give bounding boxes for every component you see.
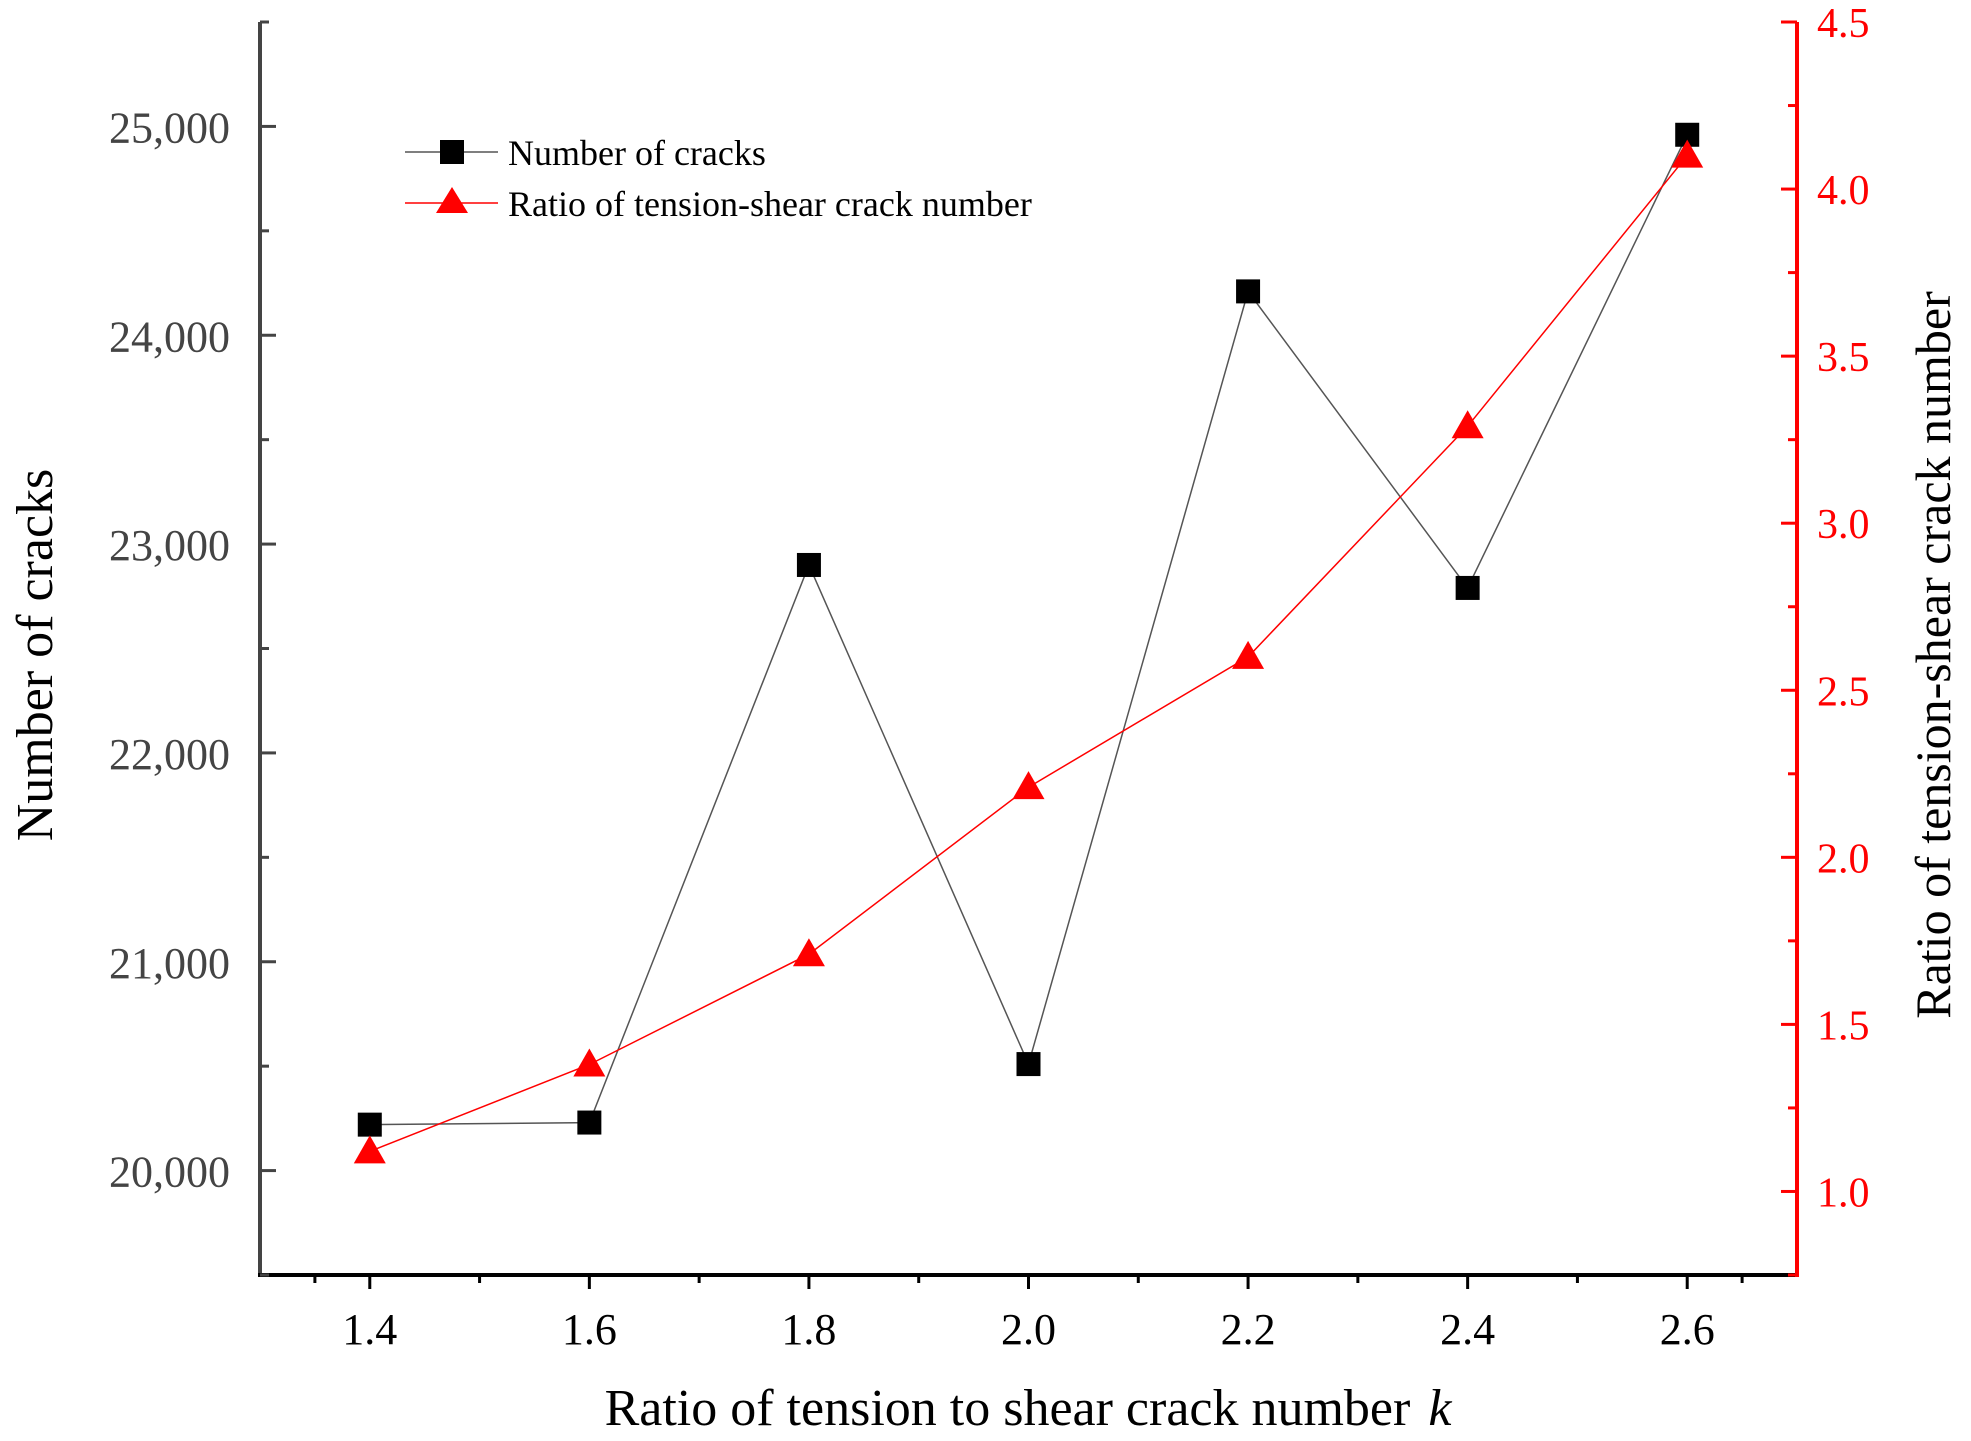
y2-tick-label: 1.5: [1817, 1003, 1870, 1049]
y2-tick-label: 2.0: [1817, 836, 1870, 882]
x-tick-label: 2.0: [1001, 1305, 1056, 1354]
y-tick-label: 22,000: [109, 730, 230, 779]
ratio-data-point: [1012, 771, 1045, 800]
ratio-data-point: [1232, 640, 1265, 669]
x-tick-label: 2.4: [1440, 1305, 1495, 1354]
series-lines: [369, 134, 1688, 1153]
ratio-data-point: [573, 1048, 606, 1077]
y2-tick-label: 3.5: [1817, 335, 1870, 381]
y2-axis-ticks: 1.0 1.5 2.0 2.5 3.0 3.5 4.0 4.5: [1781, 1, 1870, 1277]
x-axis-ticks: 1.4 1.6 1.8 2.0 2.2 2.4 2.6: [313, 1275, 1744, 1354]
x-tick-label: 1.4: [342, 1305, 397, 1354]
x-tick-label: 2.2: [1221, 1305, 1276, 1354]
ratio-data-point: [353, 1135, 386, 1164]
y2-tick-label: 4.5: [1817, 1, 1870, 47]
series-markers: [353, 122, 1704, 1164]
y2-tick-label: 1.0: [1817, 1170, 1870, 1216]
y-axis-title: Number of cracks: [7, 469, 64, 842]
cracks-data-point: [1236, 279, 1261, 304]
x-tick-label: 1.6: [562, 1305, 617, 1354]
x-tick-label: 1.8: [781, 1305, 836, 1354]
y-tick-label: 24,000: [109, 312, 230, 361]
y-axis-ticks: 20,000 21,000 22,000 23,000 24,000 25,000: [109, 20, 276, 1277]
cracks-data-point: [577, 1110, 602, 1135]
cracks-data-point: [357, 1112, 382, 1137]
legend-marker-triangle: [436, 187, 468, 213]
legend-marker-square: [440, 140, 464, 164]
y2-tick-label: 4.0: [1817, 168, 1870, 214]
ratio-data-point: [1451, 410, 1484, 439]
cracks-data-point: [1016, 1052, 1041, 1077]
y-tick-label: 23,000: [109, 521, 230, 570]
y2-tick-label: 2.5: [1817, 669, 1870, 715]
ratio-series-line: [369, 155, 1688, 1153]
legend-label-ratio: Ratio of tension-shear crack number: [508, 184, 1032, 224]
cracks-data-point: [796, 552, 821, 577]
x-axis-title: Ratio of tension to shear crack number k: [605, 1380, 1453, 1437]
x-axis-title-text: Ratio of tension to shear crack number: [605, 1380, 1411, 1437]
x-axis-title-variable: k: [1428, 1380, 1452, 1437]
cracks-data-point: [1455, 575, 1480, 600]
ratio-data-point: [1671, 139, 1704, 168]
y-tick-label: 20,000: [109, 1148, 230, 1197]
cracks-series-line: [369, 134, 1688, 1126]
y2-tick-label: 3.0: [1817, 502, 1870, 548]
x-tick-label: 2.6: [1660, 1305, 1715, 1354]
ratio-data-point: [792, 938, 825, 967]
y2-axis-title: Ratio of tension-shear crack number: [1905, 291, 1961, 1019]
y-tick-label: 21,000: [109, 939, 230, 988]
legend: Number of cracks Ratio of tension-shear …: [405, 133, 1032, 224]
cracks-data-point: [1675, 122, 1700, 147]
y-tick-label: 25,000: [109, 103, 230, 152]
legend-label-number-of-cracks: Number of cracks: [508, 133, 766, 173]
